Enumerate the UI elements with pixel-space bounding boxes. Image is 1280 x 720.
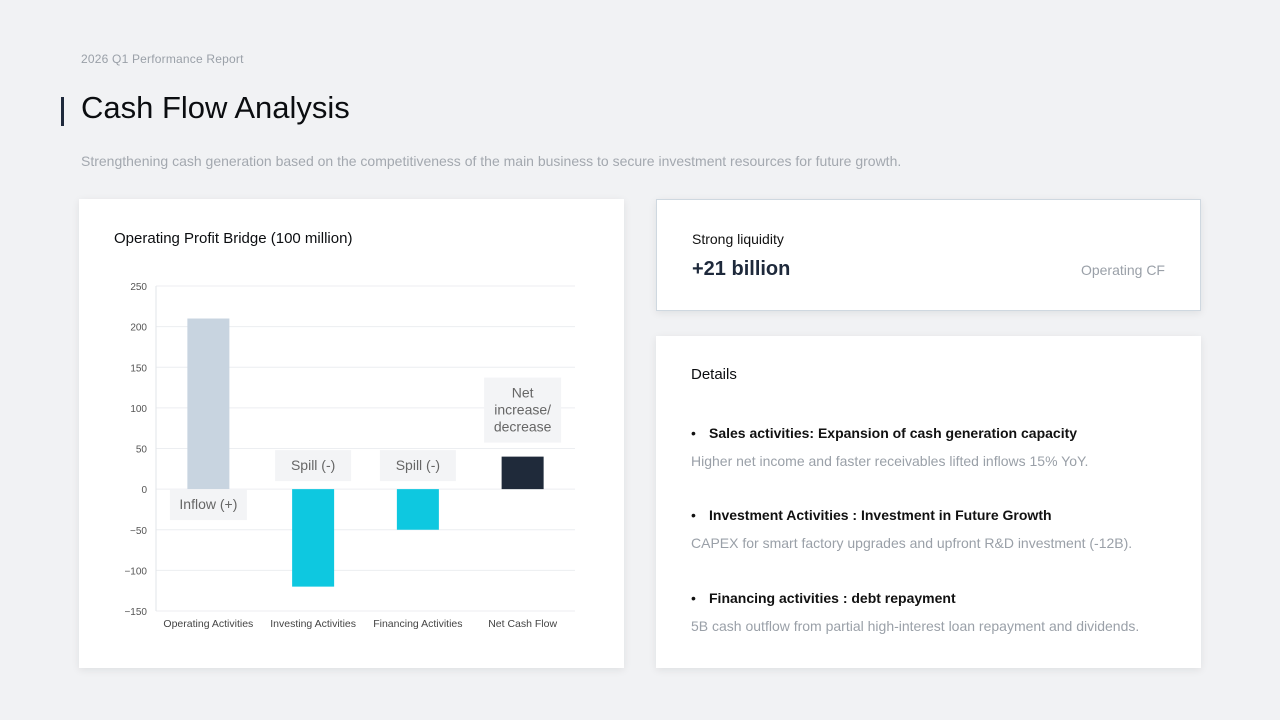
annotation-label: Spill (-) (291, 457, 335, 473)
title-accent-bar (61, 97, 64, 126)
annotation-label: Net increase/decrease (494, 385, 552, 435)
bar (396, 489, 439, 530)
detail-item: • Sales activities: Expansion of cash gen… (691, 425, 1181, 469)
detail-heading-row: • Investment Activities : Investment in F… (691, 507, 1181, 523)
bridge-chart: 250 200 150 100 50 0 −50 −100 −150 Operating Acti… (124, 282, 575, 630)
bullet-icon: • (691, 507, 696, 523)
bar-annotation: Spill (-) (379, 450, 456, 482)
chart-card: Operating Profit Bridge (100 million) 25… (79, 199, 624, 668)
detail-heading: Sales activities: Expansion of cash gene… (709, 425, 1078, 441)
detail-heading: Investment Activities : Investment in Fu… (709, 507, 1052, 523)
detail-description: CAPEX for smart factory upgrades and upf… (691, 535, 1133, 551)
details-title: Details (691, 366, 737, 383)
detail-description: Higher net income and faster receivables… (691, 453, 1089, 469)
bar (292, 489, 335, 587)
detail-heading-row: • Sales activities: Expansion of cash gen… (691, 425, 1181, 441)
bullet-icon: • (691, 590, 696, 606)
bullet-icon: • (691, 425, 696, 441)
x-tick-label: Investing Activities (270, 618, 356, 630)
detail-heading: Financing activities : debt repayment (709, 590, 956, 606)
y-tick-label: −50 (130, 526, 147, 537)
annotation-box (379, 450, 456, 482)
x-tick-label: Financing Activities (373, 618, 462, 630)
bar (501, 456, 544, 490)
bar (187, 318, 230, 490)
y-tick-label: 250 (130, 282, 147, 293)
detail-item: • Financing activities : debt repayment 5… (691, 590, 1181, 634)
liquidity-label: Strong liquidity (692, 231, 784, 247)
detail-item: • Investment Activities : Investment in F… (691, 507, 1181, 551)
bar-annotation: Net increase/decrease (484, 377, 562, 443)
y-tick-label: −100 (124, 566, 147, 577)
page-title: Cash Flow Analysis (81, 90, 350, 125)
liquidity-value: +21 billion (692, 258, 791, 280)
page-subtitle: Strengthening cash generation based on t… (81, 153, 902, 169)
liquidity-note: Operating CF (1080, 262, 1165, 278)
y-tick-label: 150 (130, 363, 147, 374)
y-tick-label: −150 (124, 607, 147, 618)
bar-annotation: Spill (-) (275, 450, 352, 482)
y-tick-label: 0 (141, 485, 147, 496)
y-tick-label: 200 (130, 323, 147, 334)
annotation-box (275, 450, 352, 482)
annotation-label: Inflow (+) (179, 496, 237, 512)
bar-annotation: Inflow (+) (169, 489, 247, 521)
annotation-box (169, 489, 247, 521)
x-tick-label: Net Cash Flow (488, 618, 557, 630)
detail-heading-row: • Financing activities : debt repayment (691, 590, 1181, 606)
x-tick-label: Operating Activities (163, 618, 253, 630)
annotation-box (484, 377, 562, 443)
details-card: Details • Sales activities: Expansion of … (656, 336, 1201, 668)
chart-title: Operating Profit Bridge (100 million) (114, 230, 353, 247)
annotation-label: Spill (-) (396, 457, 440, 473)
detail-description: 5B cash outflow from partial high-intere… (691, 618, 1140, 634)
y-tick-label: 100 (130, 404, 147, 415)
report-eyebrow: 2026 Q1 Performance Report (81, 52, 244, 66)
y-tick-label: 50 (136, 445, 148, 456)
liquidity-card: Strong liquidity +21 billion Operating C… (656, 199, 1201, 311)
